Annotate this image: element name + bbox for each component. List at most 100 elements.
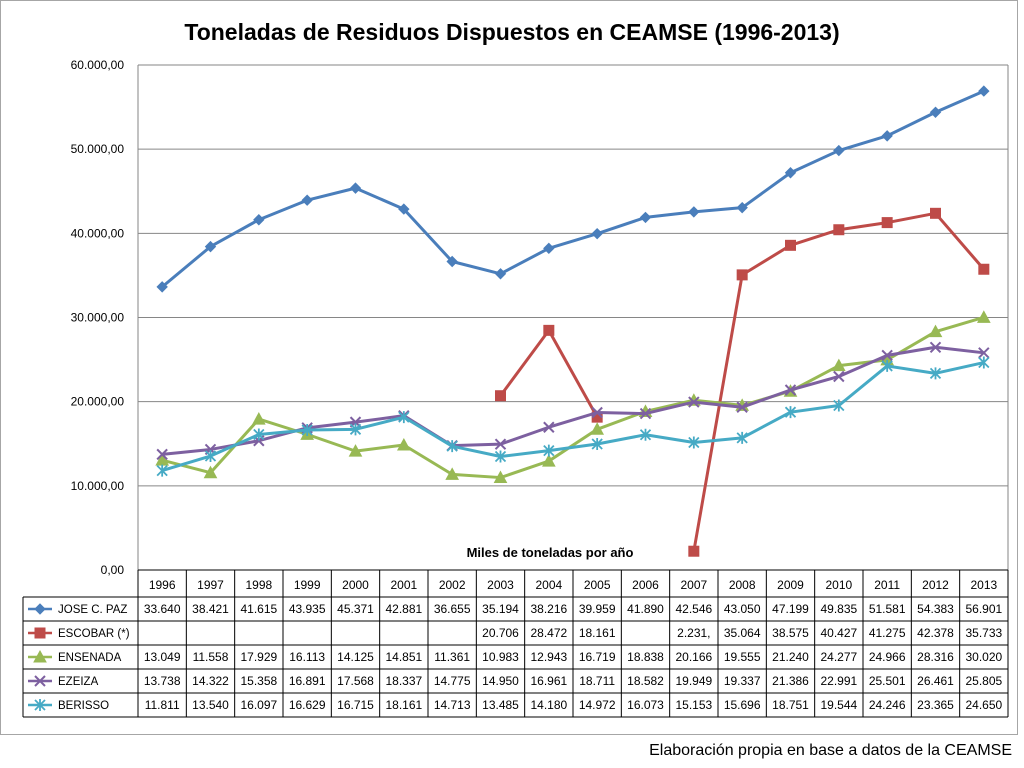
data-label: 24.277 xyxy=(820,650,857,664)
data-label: 16.719 xyxy=(579,650,616,664)
data-point xyxy=(784,384,797,396)
data-label: 11.811 xyxy=(145,698,180,712)
data-point xyxy=(833,370,845,383)
data-label: 18.711 xyxy=(579,674,615,688)
data-label: 14.713 xyxy=(434,698,471,712)
data-point xyxy=(881,349,893,362)
data-label: 13.049 xyxy=(144,650,181,664)
data-point xyxy=(543,324,555,336)
x-axis-label: Miles de toneladas por año xyxy=(467,545,634,560)
data-label: 19.555 xyxy=(724,650,761,664)
data-label: 33.640 xyxy=(144,602,181,616)
data-point xyxy=(543,444,555,457)
data-point xyxy=(348,444,363,457)
data-point xyxy=(204,240,217,253)
data-label: 45.371 xyxy=(337,602,374,616)
y-tick-label: 40.000,00 xyxy=(71,226,125,240)
data-label: 24.246 xyxy=(869,698,906,712)
data-point xyxy=(929,367,942,380)
data-label: 17.929 xyxy=(240,650,277,664)
x-tick-label: 2005 xyxy=(584,578,611,592)
data-label: 14.972 xyxy=(579,698,616,712)
series-line xyxy=(692,211,985,552)
data-label: 15.696 xyxy=(724,698,761,712)
data-point xyxy=(494,438,507,450)
series-line xyxy=(161,89,985,289)
data-label: 18.161 xyxy=(385,698,422,712)
data-point xyxy=(978,85,990,97)
data-point xyxy=(33,649,47,663)
data-point xyxy=(34,699,46,711)
data-label: 21.240 xyxy=(772,650,809,664)
data-label: 11.361 xyxy=(434,650,470,664)
x-tick-label: 2011 xyxy=(874,578,900,592)
x-tick-label: 2008 xyxy=(729,578,756,592)
data-label: 13.738 xyxy=(144,674,181,688)
data-point xyxy=(253,428,265,441)
data-point xyxy=(736,431,748,444)
data-label: 22.991 xyxy=(820,674,857,688)
data-label: 38.575 xyxy=(772,626,809,640)
data-label: 14.775 xyxy=(434,674,471,688)
data-point xyxy=(784,167,797,179)
data-point xyxy=(34,675,46,687)
series-name: JOSE C. PAZ xyxy=(58,604,127,616)
data-label: 21.386 xyxy=(772,674,809,688)
data-point xyxy=(736,401,748,413)
data-label: 16.891 xyxy=(289,674,326,688)
data-label: 16.097 xyxy=(240,698,277,712)
data-label: 16.073 xyxy=(627,698,664,712)
x-tick-label: 2000 xyxy=(342,578,369,592)
data-label: 14.851 xyxy=(385,650,422,664)
y-tick-label: 50.000,00 xyxy=(71,142,125,156)
data-label: 18.337 xyxy=(385,674,422,688)
data-label: 36.655 xyxy=(434,602,471,616)
data-point xyxy=(978,263,990,275)
data-label: 18.751 xyxy=(772,698,809,712)
data-point xyxy=(446,440,458,453)
data-label: 23.365 xyxy=(917,698,954,712)
data-label: 40.427 xyxy=(820,626,857,640)
data-point xyxy=(445,467,460,480)
series-name: EZEIZA xyxy=(58,676,99,688)
series-line xyxy=(161,361,985,473)
data-label: 11.558 xyxy=(193,650,229,664)
data-point xyxy=(591,227,603,240)
data-point xyxy=(541,454,556,467)
data-point xyxy=(156,464,168,477)
data-label: 41.890 xyxy=(627,602,664,616)
data-label: 42.378 xyxy=(917,626,954,640)
data-point xyxy=(446,255,458,268)
data-point xyxy=(639,428,652,441)
x-tick-label: 2010 xyxy=(825,578,852,592)
series-jose-c-paz xyxy=(156,85,990,293)
data-label: 43.935 xyxy=(289,602,326,616)
data-point xyxy=(976,310,991,323)
x-tick-label: 1996 xyxy=(149,578,176,592)
data-point xyxy=(398,411,410,424)
data-point xyxy=(156,448,168,461)
data-point xyxy=(881,359,893,372)
data-point xyxy=(543,421,555,433)
data-label: 51.581 xyxy=(869,602,906,616)
data-label: 26.461 xyxy=(917,674,954,688)
data-label: 24.650 xyxy=(965,698,1002,712)
data-label: 18.582 xyxy=(627,674,664,688)
data-point xyxy=(591,437,603,450)
series-escobar xyxy=(495,207,990,557)
data-point xyxy=(833,399,845,412)
data-label: 20.706 xyxy=(482,626,519,640)
data-label: 54.383 xyxy=(917,602,954,616)
data-point xyxy=(639,211,652,224)
data-point xyxy=(978,347,990,359)
series-name: ESCOBAR (*) xyxy=(58,628,130,640)
x-tick-label: 2006 xyxy=(632,578,659,592)
data-label: 16.629 xyxy=(289,698,326,712)
x-tick-label: 2002 xyxy=(439,578,466,592)
y-tick-label: 0,00 xyxy=(101,563,125,577)
line-chart: Toneladas de Residuos Dispuestos en CEAM… xyxy=(22,19,1009,718)
y-tick-label: 10.000,00 xyxy=(71,479,125,493)
source-note: Elaboración propia en base a datos de la… xyxy=(649,742,1012,759)
data-label: 13.540 xyxy=(192,698,229,712)
x-tick-label: 2012 xyxy=(922,578,949,592)
